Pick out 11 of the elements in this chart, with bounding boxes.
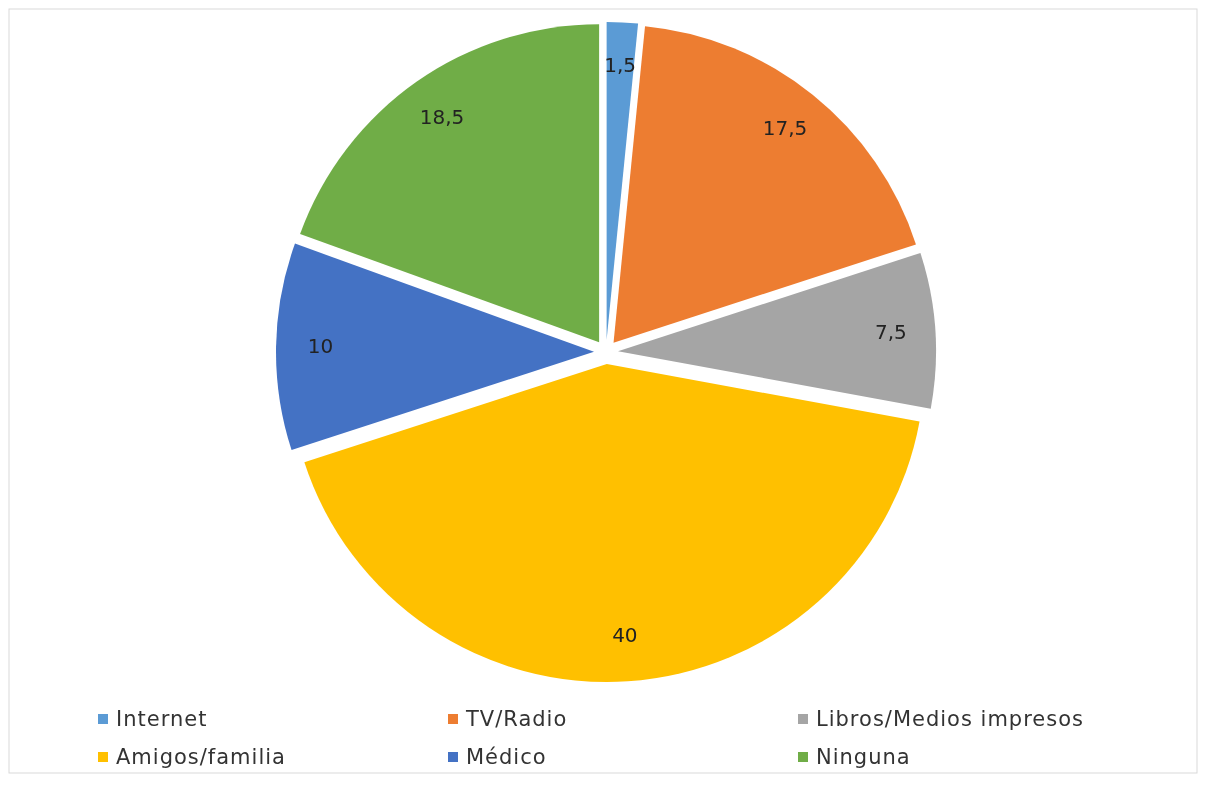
legend-label: TV/Radio [465, 707, 568, 731]
data-label: 40 [612, 623, 638, 648]
legend-label: Ninguna [816, 745, 911, 769]
data-label: 18,5 [419, 104, 465, 129]
legend-label: Amigos/familia [116, 745, 286, 769]
legend-label: Libros/Medios impresos [816, 707, 1085, 731]
data-label: 17,5 [762, 116, 808, 141]
legend-label: Médico [466, 745, 547, 769]
data-label: 10 [307, 333, 334, 358]
data-label: 7,5 [874, 319, 907, 344]
legend-label: Internet [116, 707, 208, 731]
